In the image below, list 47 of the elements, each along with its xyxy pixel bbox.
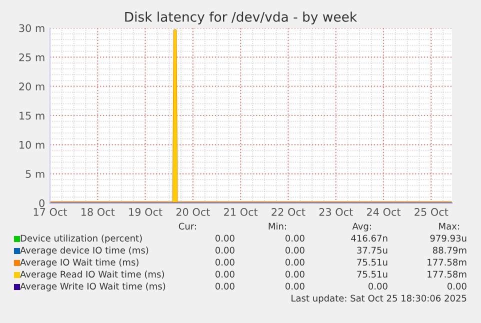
- x-tick-label: 22 Oct: [272, 208, 306, 216]
- chart-title: Disk latency for /dev/vda - by week: [125, 12, 358, 24]
- text: 75.51u: [357, 258, 388, 266]
- text: Cur:: [178, 222, 196, 230]
- text: 0.00: [285, 234, 304, 242]
- x-tick-label: 17 Oct: [34, 208, 68, 216]
- text: 0.00: [215, 234, 234, 242]
- y-tick-label: 30 m: [19, 24, 44, 32]
- x-tick-label: 21 Oct: [224, 208, 258, 216]
- text: 75.51u: [357, 270, 388, 278]
- y-tick-label: 0: [39, 199, 44, 208]
- y-tick-label: 5 m: [26, 170, 44, 178]
- x-tick-label: 20 Oct: [176, 208, 210, 216]
- legend-label: Device utilization (percent): [20, 234, 142, 244]
- text: 0.00: [215, 246, 234, 254]
- text: 88.79m: [432, 246, 466, 254]
- y-tick-label: 10 m: [20, 140, 44, 149]
- text: Max:: [439, 222, 459, 230]
- text: 0.00: [215, 282, 234, 290]
- text: 0.00: [285, 282, 304, 290]
- text: 177.58m: [428, 258, 466, 266]
- text: 37.75u: [357, 246, 388, 254]
- x-tick-label: 24 Oct: [366, 208, 401, 216]
- x-tick-label: 19 Oct: [129, 208, 162, 216]
- x-tick-label: 18 Oct: [82, 208, 115, 216]
- text: 0.00: [368, 282, 388, 290]
- legend-label: Average Write IO Wait time (ms): [20, 282, 166, 292]
- text: 177.58m: [428, 270, 466, 278]
- text: 0.00: [285, 246, 304, 254]
- text: 0.00: [285, 270, 304, 278]
- legend-label: Average device IO time (ms): [20, 246, 148, 256]
- text: 0.00: [215, 258, 234, 266]
- text: 416.67n: [351, 234, 388, 242]
- text: Min:: [268, 222, 286, 230]
- y-tick-label: 15 m: [20, 112, 44, 120]
- text: 0.00: [215, 270, 234, 278]
- legend-label: Average IO Wait time (ms): [20, 258, 138, 268]
- y-tick-label: 20 m: [19, 82, 44, 90]
- x-tick-label: 23 Oct: [319, 208, 353, 216]
- legend-label: Average Read IO Wait time (ms): [20, 270, 164, 280]
- text: 0.00: [285, 258, 304, 266]
- text: Last update: Sat Oct 25 18:30:06 2025: [292, 294, 466, 304]
- x-tick-label: 25 Oct: [414, 208, 448, 216]
- text: Avg:: [352, 222, 371, 232]
- text: 0.00: [447, 282, 466, 290]
- text: 979.93u: [430, 234, 466, 242]
- y-tick-label: 25 m: [19, 53, 44, 62]
